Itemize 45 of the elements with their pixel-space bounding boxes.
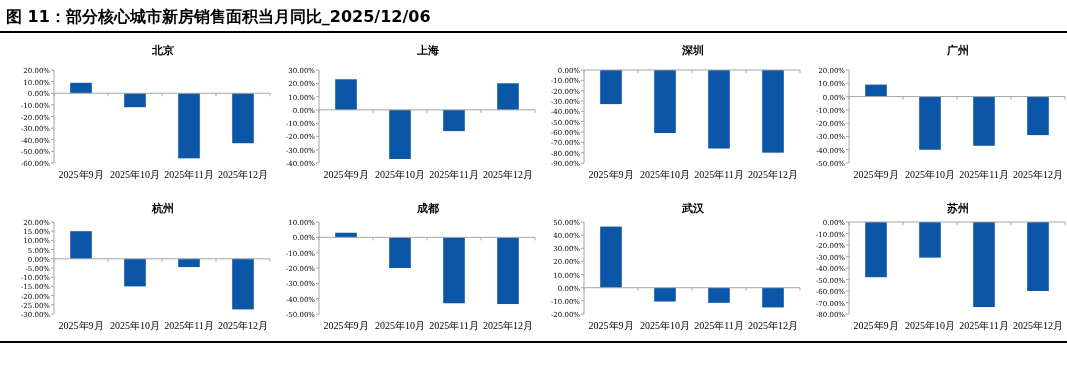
x-tick-label: 2025年11月 [429, 320, 479, 331]
x-tick-label: 2025年9月 [323, 169, 369, 180]
bar [335, 79, 357, 110]
chart-title: 深圳 [681, 44, 704, 57]
x-tick-label: 2025年9月 [323, 320, 369, 331]
x-tick-label: 2025年11月 [164, 320, 214, 331]
x-tick-label: 2025年9月 [58, 320, 104, 331]
x-tick-label: 2025年11月 [164, 169, 214, 180]
chart-title: 北京 [151, 44, 174, 57]
x-tick-label: 2025年9月 [588, 169, 634, 180]
x-tick-label: 2025年11月 [694, 169, 744, 180]
chart-title: 上海 [416, 44, 439, 57]
x-tick-label: 2025年11月 [694, 320, 744, 331]
x-tick-label: 2025年10月 [640, 320, 690, 331]
bar [389, 109, 411, 160]
x-tick-label: 2025年10月 [640, 169, 690, 180]
x-tick-label: 2025年10月 [375, 320, 425, 331]
x-tick-label: 2025年9月 [58, 169, 104, 180]
x-tick-label: 2025年11月 [429, 169, 479, 180]
chart-title: 成都 [416, 202, 439, 215]
x-tick-label: 2025年12月 [748, 169, 798, 180]
x-tick-label: 2025年10月 [905, 320, 955, 331]
x-tick-label: 2025年12月 [218, 320, 268, 331]
x-tick-label: 2025年11月 [959, 320, 1009, 331]
x-tick-label: 2025年12月 [1013, 169, 1063, 180]
chart-title: 苏州 [946, 202, 969, 215]
x-tick-label: 2025年12月 [483, 169, 533, 180]
chart-title: 武汉 [681, 202, 705, 215]
bar [443, 109, 465, 132]
x-tick-label: 2025年9月 [588, 320, 634, 331]
chart-title: 广州 [946, 44, 969, 57]
x-tick-label: 2025年11月 [959, 169, 1009, 180]
x-tick-label: 2025年12月 [748, 320, 798, 331]
x-tick-label: 2025年12月 [483, 320, 533, 331]
x-tick-label: 2025年10月 [110, 320, 160, 331]
x-tick-label: 2025年12月 [218, 169, 268, 180]
x-tick-label: 2025年10月 [110, 169, 160, 180]
caption: 图 11：部分核心城市新房销售面积当月同比_2025/12/06 [6, 7, 431, 26]
x-tick-label: 2025年9月 [853, 169, 899, 180]
chart-title: 杭州 [151, 202, 174, 215]
x-tick-label: 2025年10月 [375, 169, 425, 180]
bar [497, 83, 519, 110]
x-tick-label: 2025年9月 [853, 320, 899, 331]
x-tick-label: 2025年10月 [905, 169, 955, 180]
x-tick-label: 2025年12月 [1013, 320, 1063, 331]
